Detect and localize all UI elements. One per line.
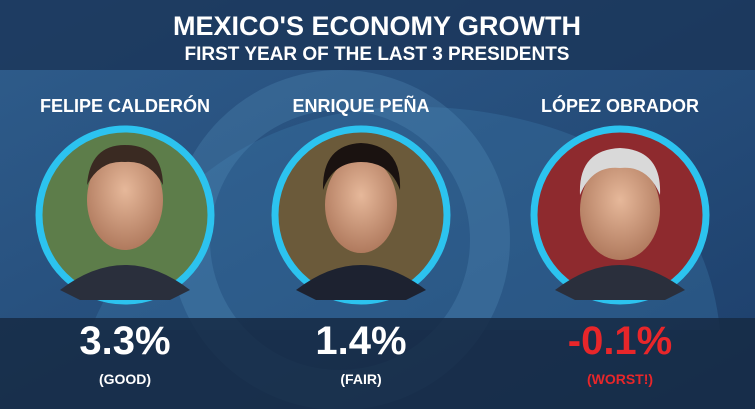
president-name: FELIPE CALDERÓN [40, 95, 210, 116]
growth-rating: (WORST!) [587, 371, 653, 387]
title-band [0, 0, 755, 70]
title: MEXICO'S ECONOMY GROWTH [173, 11, 581, 41]
subtitle: FIRST YEAR OF THE LAST 3 PRESIDENTS [185, 44, 570, 65]
growth-rating: (FAIR) [340, 371, 381, 387]
portraits [35, 125, 710, 305]
growth-value: 3.3% [79, 319, 170, 363]
portrait [271, 125, 451, 305]
growth-value: 1.4% [315, 319, 406, 363]
portrait [35, 125, 215, 305]
results-band [0, 318, 755, 409]
president-name: ENRIQUE PEÑA [292, 95, 429, 116]
growth-rating: (GOOD) [99, 371, 151, 387]
president-name: LÓPEZ OBRADOR [541, 95, 699, 116]
portrait [530, 125, 710, 305]
growth-value: -0.1% [568, 319, 673, 363]
